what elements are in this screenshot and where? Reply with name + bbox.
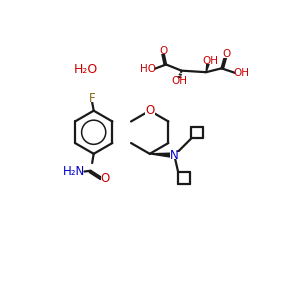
Bar — [170, 152, 178, 159]
Text: F: F — [89, 92, 95, 105]
Text: HO: HO — [140, 64, 156, 74]
Bar — [145, 107, 155, 115]
Polygon shape — [150, 153, 175, 158]
Bar — [88, 95, 96, 102]
Bar — [174, 78, 184, 85]
Text: O: O — [222, 50, 230, 59]
Text: N: N — [170, 149, 179, 162]
Text: O: O — [100, 172, 110, 185]
Bar — [65, 168, 82, 175]
Text: OH: OH — [171, 76, 187, 86]
Text: H₂N: H₂N — [62, 165, 85, 178]
Bar — [101, 175, 109, 182]
Bar — [236, 70, 248, 76]
Text: H₂O: H₂O — [74, 63, 98, 76]
Bar — [222, 51, 230, 58]
Text: OH: OH — [233, 68, 250, 78]
Text: OH: OH — [203, 56, 219, 66]
Text: O: O — [160, 46, 168, 56]
Bar — [141, 66, 154, 73]
Polygon shape — [206, 58, 211, 72]
Bar — [205, 57, 216, 64]
Text: O: O — [145, 104, 154, 117]
Bar — [160, 47, 168, 54]
